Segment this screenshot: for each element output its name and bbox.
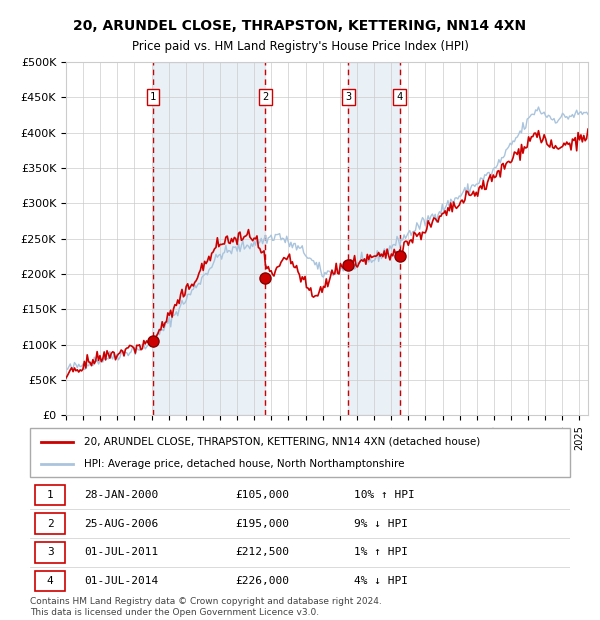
Text: 4: 4 bbox=[397, 92, 403, 102]
Text: 9% ↓ HPI: 9% ↓ HPI bbox=[354, 518, 408, 528]
Text: Contains HM Land Registry data © Crown copyright and database right 2024.
This d: Contains HM Land Registry data © Crown c… bbox=[30, 598, 382, 617]
Text: 20, ARUNDEL CLOSE, THRAPSTON, KETTERING, NN14 4XN: 20, ARUNDEL CLOSE, THRAPSTON, KETTERING,… bbox=[73, 19, 527, 33]
Text: 25-AUG-2006: 25-AUG-2006 bbox=[84, 518, 158, 528]
Bar bbox=[349, 62, 400, 415]
Text: £212,500: £212,500 bbox=[235, 547, 289, 557]
Bar bbox=[153, 62, 265, 415]
FancyBboxPatch shape bbox=[35, 570, 65, 591]
Text: 2: 2 bbox=[47, 518, 53, 528]
FancyBboxPatch shape bbox=[30, 428, 570, 477]
Text: 1: 1 bbox=[47, 490, 53, 500]
Text: 4: 4 bbox=[47, 576, 53, 586]
Text: 20, ARUNDEL CLOSE, THRAPSTON, KETTERING, NN14 4XN (detached house): 20, ARUNDEL CLOSE, THRAPSTON, KETTERING,… bbox=[84, 436, 480, 446]
Text: Price paid vs. HM Land Registry's House Price Index (HPI): Price paid vs. HM Land Registry's House … bbox=[131, 40, 469, 53]
Text: 1: 1 bbox=[149, 92, 156, 102]
FancyBboxPatch shape bbox=[35, 513, 65, 534]
Text: 1% ↑ HPI: 1% ↑ HPI bbox=[354, 547, 408, 557]
Text: 28-JAN-2000: 28-JAN-2000 bbox=[84, 490, 158, 500]
Text: £195,000: £195,000 bbox=[235, 518, 289, 528]
Text: 3: 3 bbox=[47, 547, 53, 557]
Text: £226,000: £226,000 bbox=[235, 576, 289, 586]
FancyBboxPatch shape bbox=[35, 542, 65, 562]
FancyBboxPatch shape bbox=[35, 484, 65, 505]
Text: 01-JUL-2014: 01-JUL-2014 bbox=[84, 576, 158, 586]
Text: 4% ↓ HPI: 4% ↓ HPI bbox=[354, 576, 408, 586]
Text: 10% ↑ HPI: 10% ↑ HPI bbox=[354, 490, 415, 500]
Text: 01-JUL-2011: 01-JUL-2011 bbox=[84, 547, 158, 557]
Text: HPI: Average price, detached house, North Northamptonshire: HPI: Average price, detached house, Nort… bbox=[84, 459, 404, 469]
Text: £105,000: £105,000 bbox=[235, 490, 289, 500]
Text: 2: 2 bbox=[262, 92, 269, 102]
Text: 3: 3 bbox=[345, 92, 352, 102]
